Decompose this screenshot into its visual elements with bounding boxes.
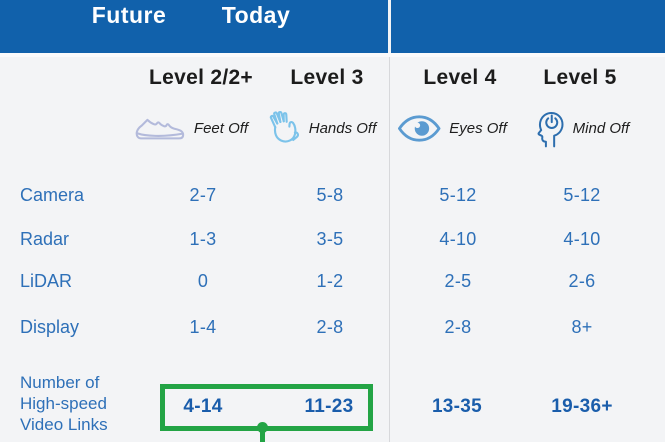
radar-level4-cell: 4-10: [439, 229, 477, 249]
display-level2-cell: 1-4: [189, 317, 217, 337]
hands-off-label: Hands Off: [308, 119, 377, 137]
level-2-header: Level 2/2+: [149, 66, 253, 89]
header-shadow-strip: [0, 53, 665, 57]
camera-level2-cell: 2-7: [189, 185, 217, 205]
shoe-icon: [134, 113, 186, 144]
hands-off-group: Hands Off: [268, 104, 377, 152]
level-4-header: Level 4: [423, 66, 497, 89]
video-links-level4-cell: 13-35: [431, 396, 483, 417]
camera-level4-cell: 5-12: [439, 185, 477, 205]
level-5-header: Level 5: [543, 66, 617, 89]
mind-off-label: Mind Off: [572, 119, 630, 137]
highlight-pointer-stem: [260, 430, 265, 442]
level-3-header: Level 3: [290, 66, 364, 89]
video-links-level3-cell: 11-23: [304, 396, 354, 417]
video-links-label-line1: Number of: [20, 373, 100, 392]
future-label: Future: [91, 2, 167, 28]
video-links-label-line3: Video Links: [20, 415, 108, 434]
radar-level3-cell: 3-5: [316, 229, 344, 249]
head-power-icon: [535, 108, 565, 148]
display-level4-cell: 2-8: [444, 317, 472, 337]
feet-off-group: Feet Off: [134, 104, 248, 152]
display-level5-cell: 8+: [571, 317, 593, 337]
highlight-pointer-dot: [257, 422, 268, 433]
radar-level5-cell: 4-10: [563, 229, 601, 249]
future-header-bar: [391, 0, 665, 53]
video-links-label-line2: High-speed: [20, 394, 107, 413]
eye-icon: [397, 114, 441, 142]
eyes-off-label: Eyes Off: [449, 119, 507, 137]
lidar-level2-cell: 0: [197, 271, 209, 291]
lidar-level5-cell: 2-6: [568, 271, 596, 291]
eyes-off-group: Eyes Off: [397, 104, 507, 152]
lidar-level4-cell: 2-5: [444, 271, 472, 291]
camera-level3-cell: 5-8: [316, 185, 344, 205]
lidar-level3-cell: 1-2: [316, 271, 344, 291]
today-label: Today: [221, 2, 291, 28]
camera-level5-cell: 5-12: [563, 185, 601, 205]
feet-off-label: Feet Off: [193, 119, 249, 137]
video-links-level5-cell: 19-36+: [551, 396, 613, 417]
radar-row-label: Radar: [20, 229, 70, 249]
video-links-level2-cell: 4-14: [183, 396, 223, 417]
lidar-row-label: LiDAR: [20, 271, 73, 291]
display-row-label: Display: [20, 317, 80, 337]
today-future-divider: [389, 57, 390, 442]
camera-row-label: Camera: [20, 185, 85, 205]
mind-off-group: Mind Off: [535, 104, 630, 152]
today-header-bar: [0, 0, 388, 53]
hand-icon: [268, 110, 301, 146]
video-links-row-label: Number of High-speed Video Links: [20, 372, 108, 435]
radar-level2-cell: 1-3: [189, 229, 217, 249]
display-level3-cell: 2-8: [316, 317, 344, 337]
